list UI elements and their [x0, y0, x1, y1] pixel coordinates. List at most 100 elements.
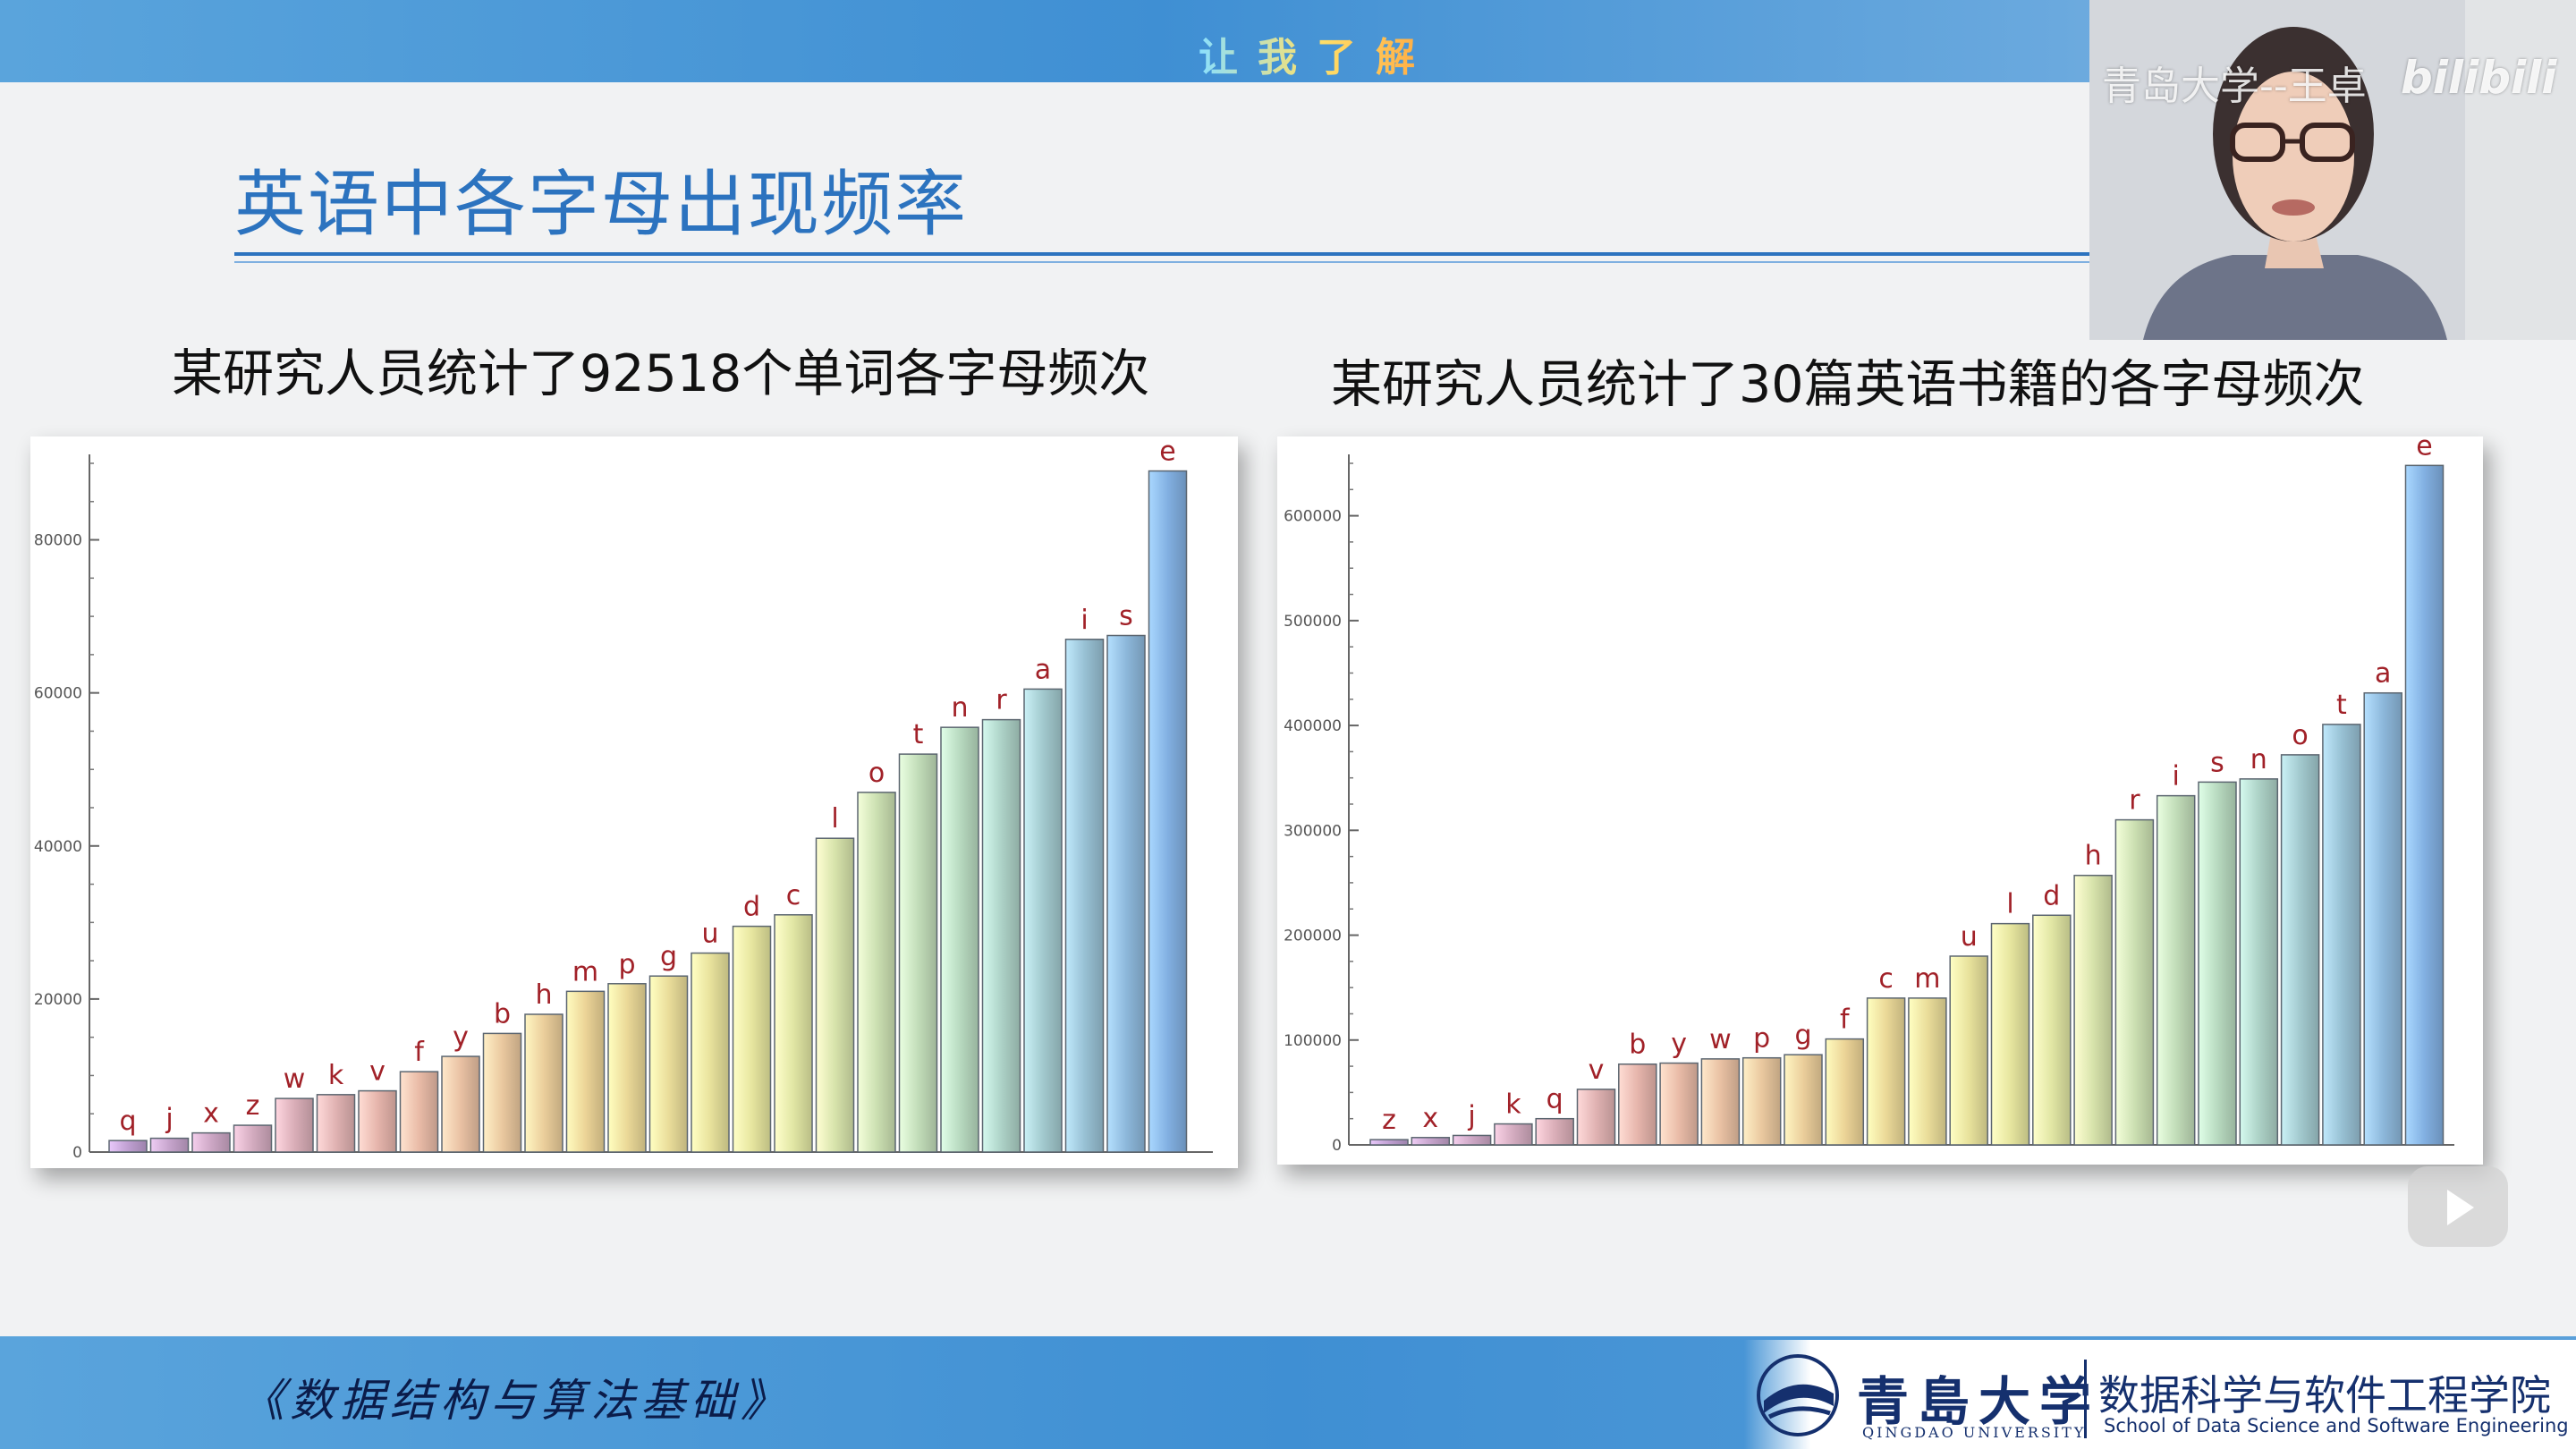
- bar-label-k: k: [328, 1060, 344, 1091]
- school-name-en: School of Data Science and Software Engi…: [2104, 1415, 2569, 1436]
- y-tick-label: 600000: [1284, 508, 1342, 526]
- presenter-video: [2089, 0, 2576, 340]
- bar-label-i: i: [1080, 605, 1088, 636]
- y-tick-label: 60000: [34, 685, 82, 703]
- bar-n: [940, 726, 979, 1153]
- bar-label-c: c: [786, 880, 801, 911]
- title-underline-thin: [234, 261, 2093, 263]
- chart-title-right: 某研究人员统计了30篇英语书籍的各字母频次: [1331, 355, 2365, 414]
- bar-label-y: y: [1671, 1029, 1687, 1060]
- bar-i: [1064, 639, 1105, 1153]
- bar-label-j: j: [165, 1104, 173, 1135]
- bar-label-x: x: [1422, 1103, 1438, 1134]
- bar-label-y: y: [453, 1021, 469, 1053]
- bar-label-d: d: [2043, 880, 2060, 911]
- bar-d: [2032, 914, 2072, 1146]
- university-name-en: QINGDAO UNIVERSITY: [1862, 1424, 2087, 1441]
- y-tick-label: 500000: [1284, 613, 1342, 631]
- bar-p: [1741, 1056, 1782, 1146]
- bar-z: [1369, 1139, 1409, 1146]
- bar-label-o: o: [869, 758, 885, 789]
- bar-y: [441, 1055, 480, 1153]
- bar-h: [2073, 874, 2113, 1146]
- bar-label-g: g: [660, 941, 677, 972]
- bar-label-s: s: [2210, 747, 2224, 778]
- bar-r: [981, 718, 1021, 1153]
- bar-l: [815, 837, 855, 1153]
- bar-label-l: l: [831, 803, 838, 835]
- play-button[interactable]: [2408, 1166, 2508, 1247]
- bar-label-e: e: [2416, 436, 2432, 462]
- bar-j: [149, 1137, 190, 1153]
- bar-t: [898, 753, 938, 1153]
- bar-m: [565, 990, 606, 1153]
- bar-label-f: f: [414, 1037, 425, 1068]
- bar-c: [774, 914, 813, 1153]
- bar-label-p: p: [1753, 1023, 1770, 1055]
- footer-divider: [2084, 1360, 2087, 1438]
- bar-label-t: t: [913, 719, 924, 750]
- university-emblem-icon: [1757, 1354, 1839, 1436]
- bar-y: [1659, 1062, 1699, 1146]
- bar-label-m: m: [572, 956, 598, 987]
- bar-label-f: f: [1840, 1004, 1851, 1036]
- bar-label-n: n: [951, 692, 968, 724]
- bar-x: [1411, 1137, 1451, 1146]
- y-tick-label: 40000: [34, 838, 82, 856]
- bar-label-s: s: [1119, 601, 1133, 632]
- bar-v: [358, 1089, 397, 1153]
- bar-label-u: u: [701, 919, 718, 950]
- title-underline: [234, 252, 2093, 256]
- bar-r: [2114, 818, 2155, 1146]
- bar-t: [2322, 724, 2361, 1146]
- bar-e: [1148, 470, 1188, 1153]
- bar-label-j: j: [1467, 1100, 1475, 1131]
- bar-k: [316, 1094, 356, 1153]
- bar-d: [732, 925, 772, 1153]
- chart-panel-right: 0 100000 200000 300000 400000 500000 600000 z x j…: [1277, 436, 2483, 1165]
- bar-z: [233, 1124, 273, 1153]
- y-tick-label: 200000: [1284, 928, 1342, 945]
- bar-l: [1990, 922, 2030, 1146]
- bar-label-w: w: [284, 1063, 306, 1095]
- bar-label-k: k: [1505, 1089, 1521, 1121]
- bar-label-t: t: [2336, 690, 2347, 721]
- y-tick-label: 400000: [1284, 717, 1342, 735]
- bar-label-m: m: [1914, 963, 1940, 995]
- bar-u: [1949, 955, 1988, 1146]
- bar-i: [2156, 794, 2196, 1146]
- bar-x: [191, 1131, 231, 1153]
- bar-label-r: r: [996, 685, 1007, 716]
- bar-o: [2280, 754, 2320, 1146]
- bar-s: [1106, 634, 1146, 1153]
- bar-n: [2239, 778, 2279, 1146]
- bar-q: [1535, 1117, 1574, 1146]
- university-name: 青島大学: [1857, 1371, 2101, 1432]
- bar-label-w: w: [1709, 1024, 1732, 1055]
- bar-label-u: u: [1961, 921, 1978, 953]
- bar-label-c: c: [1878, 963, 1894, 995]
- bar-c: [1866, 997, 1906, 1146]
- bar-p: [607, 983, 647, 1153]
- top-caption: 让我了解: [1199, 25, 1435, 82]
- bar-j: [1452, 1134, 1492, 1146]
- bar-chart-right: 0 100000 200000 300000 400000 500000 600000 z x j…: [1284, 436, 2454, 1155]
- y-tick-label: 0: [1332, 1137, 1342, 1155]
- chart-panel-left: 0 20000 40000 60000 80000 q j x z w k v f y b h m p g u d c l o…: [30, 436, 1238, 1168]
- bar-w: [1700, 1058, 1741, 1146]
- bar-a: [2363, 691, 2402, 1146]
- bar-label-x: x: [203, 1098, 219, 1130]
- bar-w: [275, 1097, 314, 1153]
- bar-label-i: i: [2173, 761, 2180, 792]
- y-tick-label: 100000: [1284, 1032, 1342, 1050]
- school-name: 数据科学与软件工程学院: [2098, 1371, 2551, 1419]
- bar-label-e: e: [1159, 436, 1175, 468]
- y-tick-label: 80000: [34, 532, 82, 550]
- bar-q: [108, 1140, 148, 1153]
- bar-label-z: z: [246, 1090, 260, 1122]
- bar-k: [1494, 1123, 1533, 1146]
- bar-label-q: q: [1546, 1084, 1563, 1115]
- course-title: 《数据结构与算法基础》: [240, 1375, 791, 1427]
- bar-b: [1618, 1063, 1657, 1146]
